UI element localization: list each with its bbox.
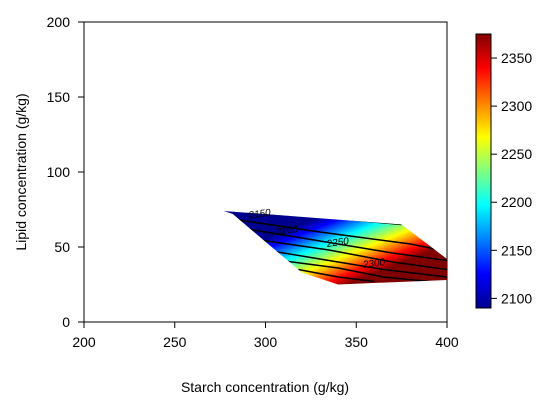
colorbar-tick-label: 2250 <box>501 146 532 162</box>
y-tick-label: 150 <box>47 89 71 105</box>
contour-label: 2150 <box>247 207 272 221</box>
colorbar-tick-label: 2350 <box>501 50 532 66</box>
filled-region <box>223 211 447 285</box>
contour-line <box>265 249 447 278</box>
y-axis-ticks: 0 50 100 150 200 <box>47 14 84 330</box>
x-axis-ticks: 200 250 300 350 400 <box>72 322 459 350</box>
contour-line <box>269 258 429 283</box>
y-axis-label: Lipid concentration (g/kg) <box>13 93 29 250</box>
colorbar <box>475 33 492 309</box>
colorbar-tick-label: 2300 <box>501 98 532 114</box>
colorbar-tick-label: 2200 <box>501 194 532 210</box>
x-tick-label: 400 <box>435 334 459 350</box>
y-tick-label: 100 <box>47 164 71 180</box>
y-tick-label: 200 <box>47 14 71 30</box>
x-axis-label: Starch concentration (g/kg) <box>181 379 349 395</box>
y-tick-label: 0 <box>62 314 70 330</box>
x-tick-label: 350 <box>345 334 369 350</box>
contour-label: 2250 <box>325 236 350 250</box>
contour-line <box>298 268 375 283</box>
colorbar-ticks: 2100 2150 2200 2250 2300 2350 <box>491 50 532 306</box>
colorbar-tick-label: 2100 <box>501 290 532 306</box>
contour-label: 2300 <box>361 257 386 271</box>
contour-line <box>238 219 447 253</box>
colorbar-tick-label: 2150 <box>501 242 532 258</box>
contour-line <box>247 228 447 262</box>
y-tick-label: 50 <box>54 239 70 255</box>
x-tick-label: 250 <box>163 334 187 350</box>
x-tick-label: 300 <box>254 334 278 350</box>
contour-label: 2200 <box>274 224 299 238</box>
contour-line <box>256 238 447 271</box>
x-tick-label: 200 <box>72 334 96 350</box>
